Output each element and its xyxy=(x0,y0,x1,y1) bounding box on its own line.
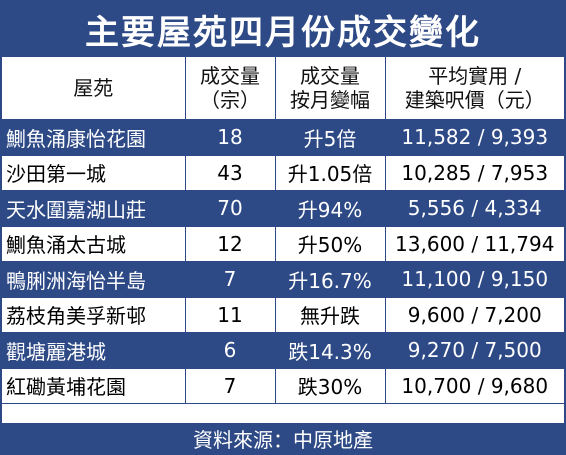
cell-volume: 43 xyxy=(185,155,276,191)
header-volume-line2: （宗） xyxy=(200,88,260,112)
cell-estate: 鴨脷洲海怡半島 xyxy=(2,261,186,298)
table-row: 觀塘麗港城 6 跌14.3% 9,270 / 7,500 xyxy=(2,332,564,369)
source-note: 資料來源：中原地產 xyxy=(2,423,564,453)
header-change-line2: 按月變幅 xyxy=(290,88,370,112)
cell-estate: 紅磡黃埔花園 xyxy=(2,368,186,404)
cell-price: 11,100 / 9,150 xyxy=(385,261,564,298)
table-row: 鰂魚涌康怡花園 18 升5倍 11,582 / 9,393 xyxy=(2,119,564,156)
cell-volume: 7 xyxy=(185,368,276,404)
cell-estate: 荔枝角美孚新邨 xyxy=(2,297,186,333)
table-row: 鰂魚涌太古城 12 升50% 13,600 / 11,794 xyxy=(2,226,564,262)
header-estate: 屋苑 xyxy=(2,57,186,120)
cell-estate: 天水圍嘉湖山莊 xyxy=(2,190,186,227)
cell-change: 升5倍 xyxy=(275,119,386,156)
cell-price: 11,582 / 9,393 xyxy=(385,119,564,156)
cell-estate: 沙田第一城 xyxy=(2,155,186,191)
table-row: 荔枝角美孚新邨 11 無升跌 9,600 / 7,200 xyxy=(2,297,564,333)
header-price: 平均實用 / 建築呎價（元） xyxy=(385,57,564,120)
header-estate-label: 屋苑 xyxy=(73,76,114,100)
cell-volume: 12 xyxy=(185,226,276,262)
header-price-line1: 平均實用 / xyxy=(428,64,522,88)
cell-change: 跌14.3% xyxy=(275,332,386,369)
transactions-table: 屋苑 成交量 （宗） 成交量 按月變幅 平均實用 / 建築呎價（元） 鰂魚涌康怡… xyxy=(2,57,564,404)
table-row: 沙田第一城 43 升1.05倍 10,285 / 7,953 xyxy=(2,155,564,191)
cell-price: 13,600 / 11,794 xyxy=(385,226,564,262)
cell-price: 10,700 / 9,680 xyxy=(385,368,564,404)
header-volume-line1: 成交量 xyxy=(200,64,260,88)
header-price-line2: 建築呎價（元） xyxy=(404,88,545,112)
header-volume: 成交量 （宗） xyxy=(185,57,276,120)
cell-change: 升94% xyxy=(275,190,386,227)
cell-change: 升16.7% xyxy=(275,261,386,298)
cell-volume: 6 xyxy=(185,332,276,369)
page-title: 主要屋苑四月份成交變化 xyxy=(2,2,564,57)
cell-price: 10,285 / 7,953 xyxy=(385,155,564,191)
cell-volume: 18 xyxy=(185,119,276,156)
header-change: 成交量 按月變幅 xyxy=(275,57,386,120)
table-row: 鴨脷洲海怡半島 7 升16.7% 11,100 / 9,150 xyxy=(2,261,564,298)
cell-price: 9,600 / 7,200 xyxy=(385,297,564,333)
cell-price: 5,556 / 4,334 xyxy=(385,190,564,227)
cell-estate: 鰂魚涌康怡花園 xyxy=(2,119,186,156)
header-change-line1: 成交量 xyxy=(300,64,360,88)
cell-change: 升50% xyxy=(275,226,386,262)
cell-change: 跌30% xyxy=(275,368,386,404)
table-row: 天水圍嘉湖山莊 70 升94% 5,556 / 4,334 xyxy=(2,190,564,227)
cell-volume: 11 xyxy=(185,297,276,333)
table-row: 紅磡黃埔花園 7 跌30% 10,700 / 9,680 xyxy=(2,368,564,404)
cell-estate: 觀塘麗港城 xyxy=(2,332,186,369)
cell-estate: 鰂魚涌太古城 xyxy=(2,226,186,262)
cell-volume: 7 xyxy=(185,261,276,298)
cell-change: 升1.05倍 xyxy=(275,155,386,191)
cell-change: 無升跌 xyxy=(275,297,386,333)
cell-price: 9,270 / 7,500 xyxy=(385,332,564,369)
cell-volume: 70 xyxy=(185,190,276,227)
header-row: 屋苑 成交量 （宗） 成交量 按月變幅 平均實用 / 建築呎價（元） xyxy=(2,57,564,120)
